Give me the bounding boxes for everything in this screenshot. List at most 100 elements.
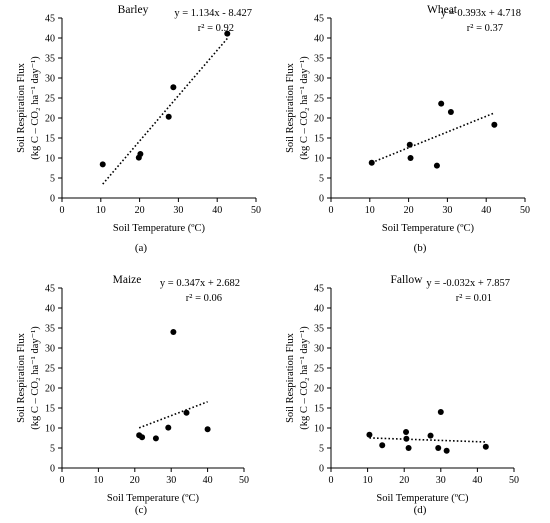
y-tick-label: 5 — [50, 174, 55, 185]
chart-title: Maize — [113, 274, 142, 286]
y-axis-label-line-2: (kg C – CO₂ ha⁻¹ day⁻¹) — [299, 326, 310, 430]
y-tick-label: 15 — [314, 404, 324, 415]
x-axis-label: Soil Temperature (ºC) — [113, 223, 206, 234]
x-tick-label: 30 — [166, 475, 176, 486]
data-point — [482, 443, 489, 450]
x-axis-label: Soil Temperature (ºC) — [382, 223, 475, 234]
y-axis-label-line-1: Soil Respiration Flux — [16, 62, 27, 153]
x-tick-label: 20 — [404, 205, 414, 216]
y-axis-label-line-1: Soil Respiration Flux — [285, 62, 296, 153]
regression-equation: y = 1.134x - 8.427 — [174, 8, 252, 19]
y-tick-label: 35 — [45, 324, 55, 335]
x-tick-label: 30 — [436, 475, 446, 486]
data-point — [403, 429, 410, 435]
y-tick-label: 25 — [45, 94, 55, 105]
x-tick-label: 0 — [329, 205, 334, 216]
y-tick-label: 10 — [314, 154, 324, 165]
y-tick-label: 35 — [314, 324, 324, 335]
y-tick-label: 45 — [45, 284, 55, 295]
y-tick-label: 40 — [314, 34, 324, 45]
y-tick-label: 15 — [314, 134, 324, 145]
y-tick-label: 0 — [50, 464, 55, 475]
x-tick-label: 50 — [520, 205, 530, 216]
y-tick-label: 10 — [45, 424, 55, 435]
x-tick-label: 20 — [130, 475, 140, 486]
chart-title: Fallow — [391, 274, 424, 286]
x-axis-label: Soil Temperature (ºC) — [376, 493, 469, 504]
y-axis-label-line-1: Soil Respiration Flux — [16, 332, 27, 423]
data-point — [366, 431, 373, 438]
x-tick-label: 40 — [212, 205, 222, 216]
data-point — [152, 435, 159, 442]
data-point — [165, 113, 172, 120]
y-tick-label: 45 — [314, 284, 324, 295]
x-tick-label: 40 — [481, 205, 491, 216]
y-tick-label: 10 — [314, 424, 324, 435]
y-tick-label: 5 — [319, 174, 324, 185]
trendline — [369, 437, 486, 443]
data-point — [443, 447, 450, 454]
y-tick-label: 30 — [45, 74, 55, 85]
x-tick-label: 20 — [399, 475, 409, 486]
y-tick-label: 5 — [319, 444, 324, 455]
data-point — [139, 434, 146, 441]
data-point — [437, 409, 444, 415]
x-tick-label: 0 — [329, 475, 334, 486]
y-tick-label: 40 — [45, 34, 55, 45]
data-point — [165, 424, 172, 431]
regression-equation: y = 0.393x + 4.718 — [441, 8, 521, 19]
x-tick-label: 10 — [365, 205, 375, 216]
y-tick-label: 35 — [45, 54, 55, 65]
data-point — [137, 151, 144, 157]
y-axis-label-line-2: (kg C – CO₂ ha⁻¹ day⁻¹) — [30, 326, 41, 430]
y-tick-label: 35 — [314, 54, 324, 65]
x-axis-label: Soil Temperature (ºC) — [107, 493, 200, 504]
chart-panel-1: 0 5 10 15 20 25 30 35 40 45 0 10 20 30 40 50 Barley y = 1… — [16, 4, 261, 254]
regression-equation: y = 0.347x + 2.682 — [160, 278, 240, 289]
data-point — [170, 84, 177, 91]
data-point — [183, 409, 190, 416]
chart-title: Wheat — [427, 4, 458, 16]
trendline — [371, 112, 495, 164]
x-tick-label: 10 — [96, 205, 106, 216]
x-tick-label: 30 — [173, 205, 183, 216]
data-point — [438, 100, 445, 107]
y-tick-label: 40 — [45, 304, 55, 315]
y-axis-label-line-2: (kg C – CO₂ ha⁻¹ day⁻¹) — [30, 56, 41, 160]
panel-caption: (a) — [135, 242, 148, 254]
y-tick-label: 5 — [50, 444, 55, 455]
data-point — [170, 329, 177, 335]
data-point — [379, 442, 386, 449]
y-tick-label: 20 — [314, 114, 324, 125]
r-squared-label: r² = 0.92 — [198, 23, 234, 34]
x-tick-label: 50 — [509, 475, 519, 486]
r-squared-label: r² = 0.01 — [456, 293, 492, 304]
y-tick-label: 20 — [45, 114, 55, 125]
data-point — [435, 445, 442, 451]
data-point — [491, 121, 498, 128]
y-tick-label: 45 — [314, 14, 324, 25]
x-tick-label: 10 — [363, 475, 373, 486]
data-point — [99, 161, 106, 168]
y-tick-label: 0 — [319, 194, 324, 205]
x-tick-label: 10 — [93, 475, 103, 486]
x-tick-label: 40 — [203, 475, 213, 486]
y-tick-label: 0 — [319, 464, 324, 475]
y-tick-label: 25 — [314, 94, 324, 105]
x-tick-label: 0 — [60, 475, 65, 486]
y-tick-label: 30 — [314, 74, 324, 85]
y-tick-label: 20 — [45, 384, 55, 395]
y-tick-label: 10 — [45, 154, 55, 165]
r-squared-label: r² = 0.06 — [186, 293, 222, 304]
data-point — [204, 426, 211, 433]
y-tick-label: 40 — [314, 304, 324, 315]
r-squared-label: r² = 0.37 — [467, 23, 503, 34]
x-tick-label: 20 — [135, 205, 145, 216]
y-axis-label-line-1: Soil Respiration Flux — [285, 332, 296, 423]
data-point — [447, 109, 454, 115]
y-tick-label: 30 — [314, 344, 324, 355]
chart-panel-4: 0 5 10 15 20 25 30 35 40 45 0 10 20 30 40 50 Fallow y = -… — [285, 274, 519, 516]
data-point — [368, 159, 375, 166]
data-point — [403, 435, 410, 442]
